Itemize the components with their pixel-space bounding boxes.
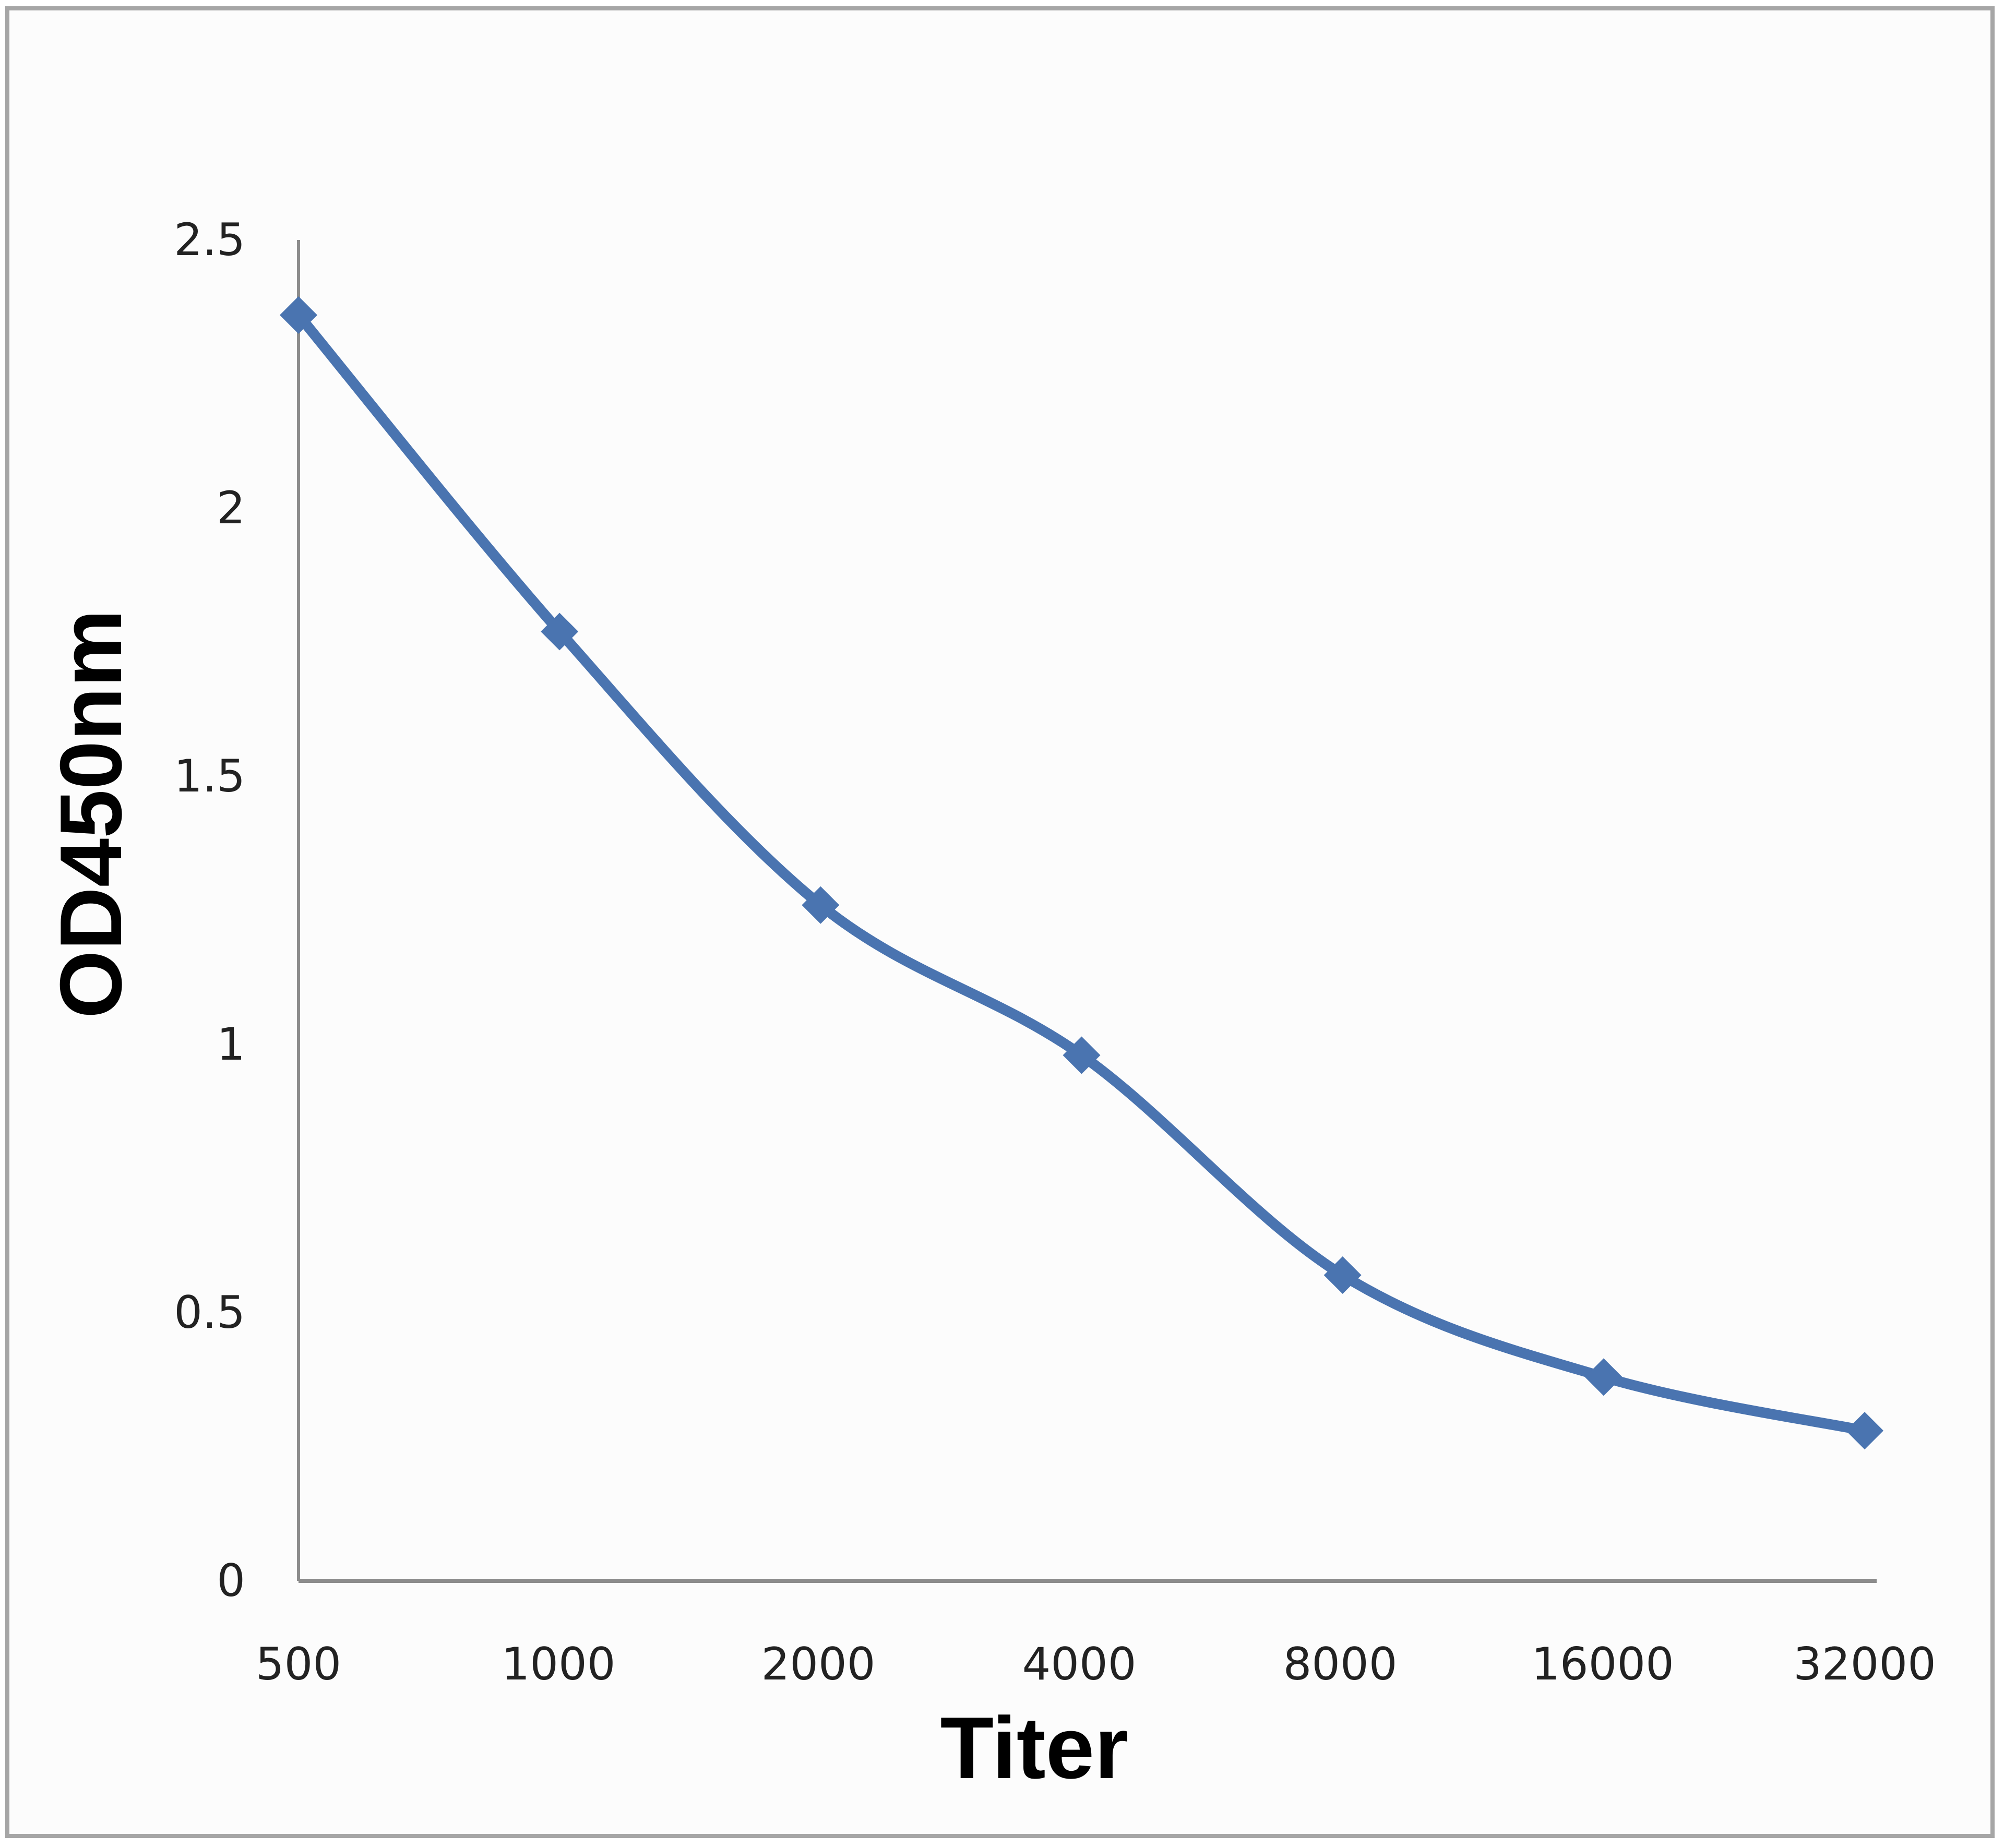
data-point-marker (1323, 1256, 1362, 1294)
data-point-marker (1846, 1412, 1883, 1450)
y-axis-title: OD450nm (42, 609, 140, 1019)
x-tick-label: 8000 (1283, 1638, 1398, 1690)
chart-frame (5, 6, 1995, 1838)
series-line-od450 (293, 309, 1870, 1436)
y-tick-label: 2 (217, 482, 245, 534)
data-point-marker (802, 886, 840, 924)
x-tick-label: 1000 (501, 1638, 616, 1690)
x-tick-label: 4000 (1022, 1638, 1137, 1690)
y-tick-label: 0 (217, 1555, 245, 1607)
data-point-marker (1584, 1358, 1623, 1396)
x-tick-label: 2000 (761, 1638, 876, 1690)
y-tick-label: 1.5 (174, 750, 245, 802)
x-tick-label: 16000 (1531, 1638, 1674, 1690)
x-axis-title: Titer (940, 1699, 1129, 1797)
series-markers (280, 296, 1883, 1450)
x-tick-label: 500 (255, 1638, 342, 1690)
y-tick-label: 1 (217, 1018, 245, 1071)
x-tick-label: 32000 (1793, 1638, 1936, 1690)
y-tick-label: 2.5 (174, 214, 245, 266)
data-point-marker (280, 296, 317, 334)
data-point-marker (1063, 1036, 1101, 1074)
data-point-marker (541, 613, 579, 651)
y-tick-label: 0.5 (174, 1287, 245, 1339)
